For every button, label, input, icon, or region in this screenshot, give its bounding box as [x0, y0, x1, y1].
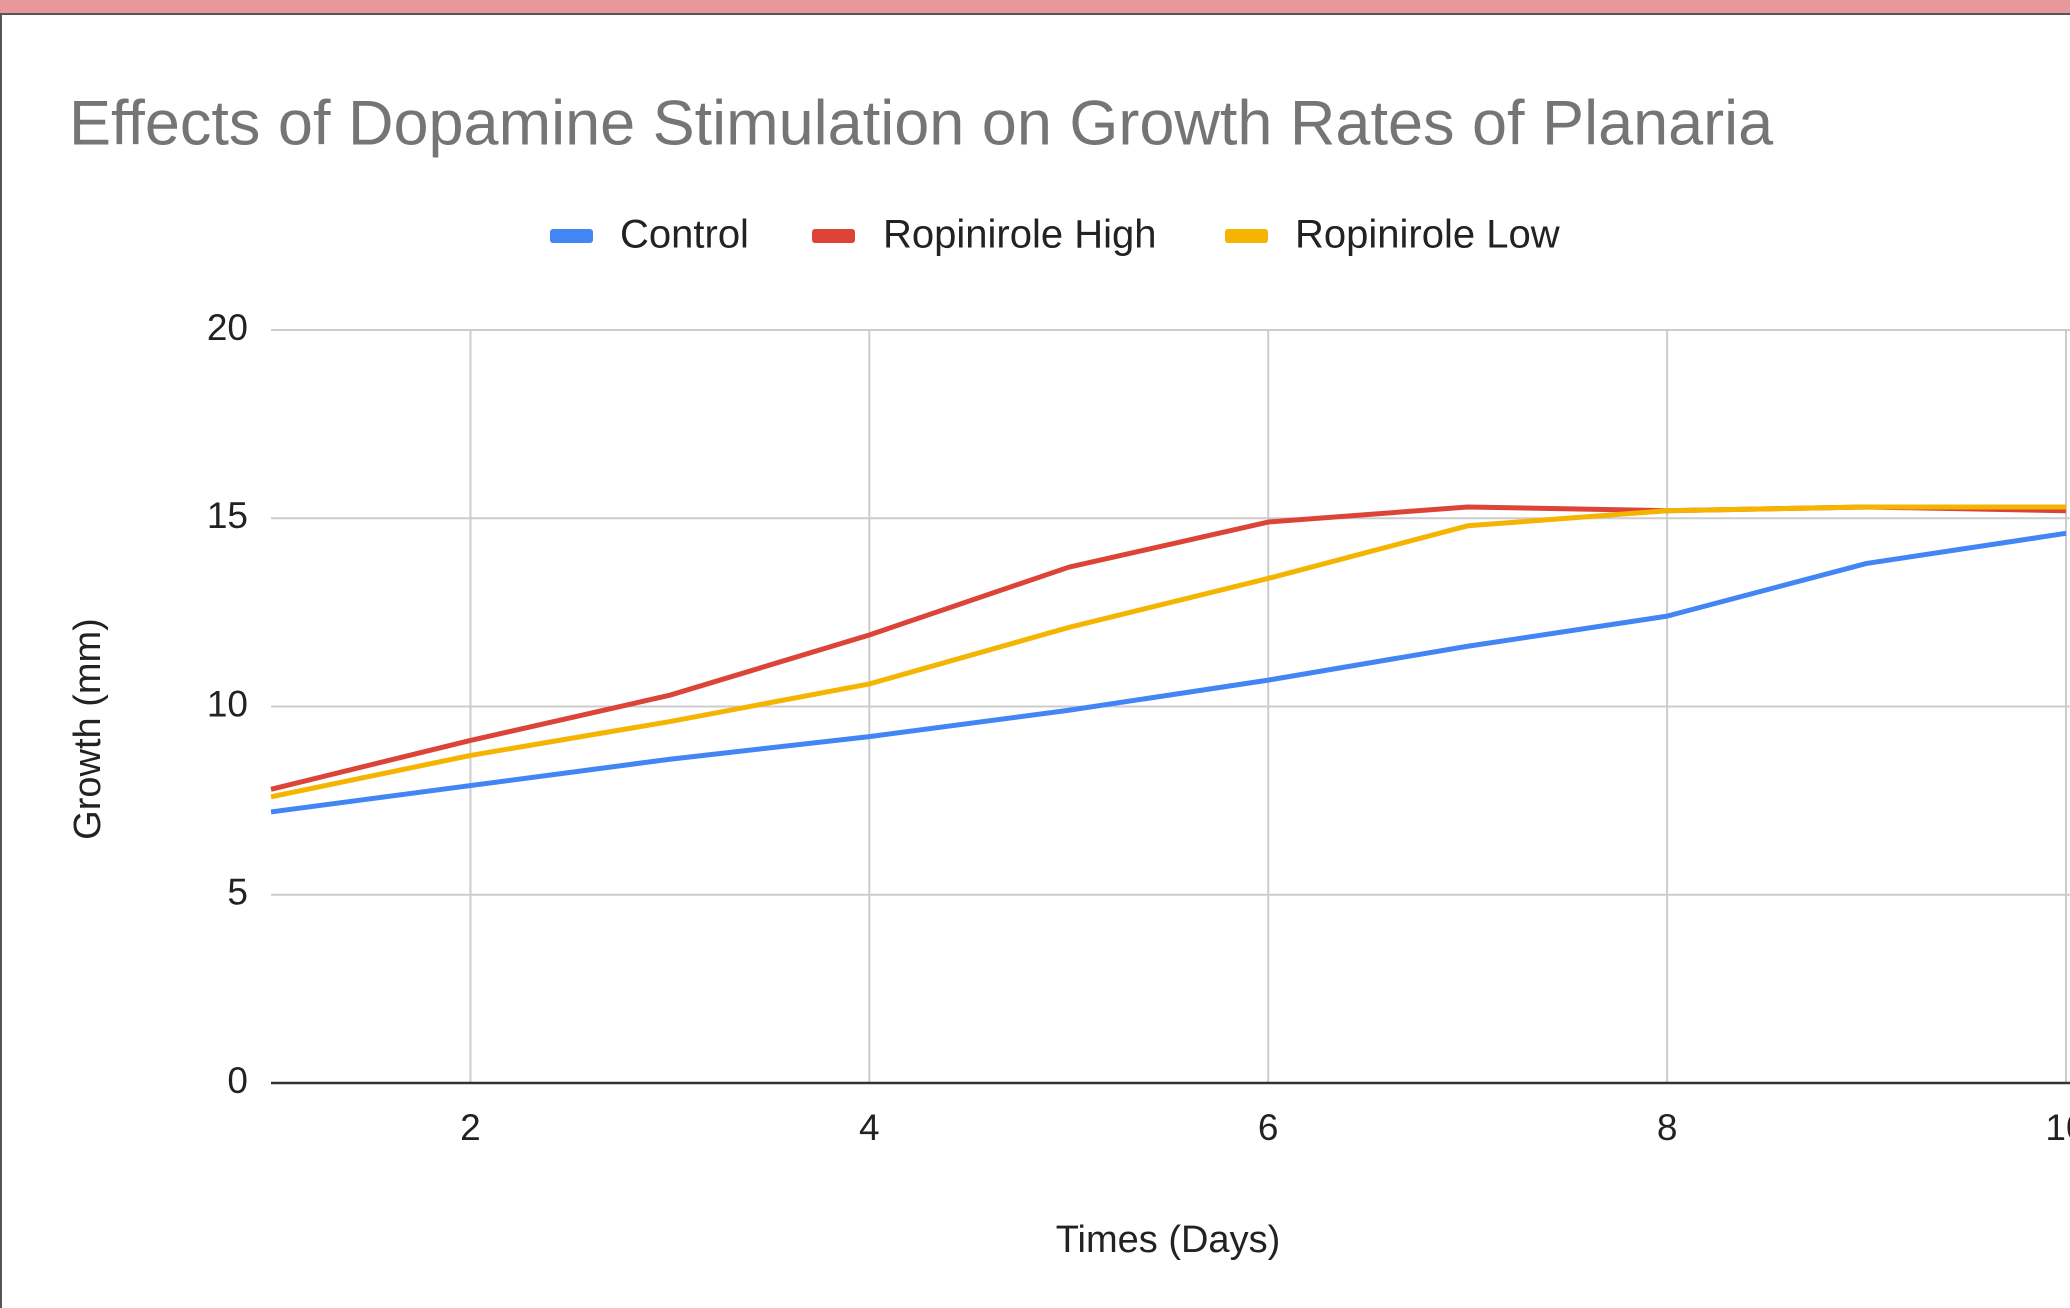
legend-swatch	[1225, 229, 1268, 243]
x-tick-label: 2	[460, 1107, 481, 1148]
series-line	[270, 530, 2067, 815]
x-axis-title: Times (Days)	[1056, 1219, 1280, 1261]
y-tick-label: 5	[227, 872, 248, 913]
x-tick-label: 6	[1258, 1107, 1279, 1148]
legend-label: Ropinirole High	[883, 213, 1156, 257]
series-line	[270, 504, 2067, 792]
legend-label: Ropinirole Low	[1295, 213, 1560, 257]
y-tick-label: 10	[207, 683, 248, 724]
legend-swatch	[550, 229, 593, 243]
legend-label: Control	[620, 213, 749, 257]
y-axis-title: Growth (mm)	[67, 618, 109, 840]
series-line	[270, 504, 2066, 800]
legend-swatch	[812, 229, 855, 243]
y-tick-label: 0	[227, 1060, 248, 1101]
x-tick-label: 4	[859, 1107, 880, 1148]
y-tick-label: 20	[207, 307, 248, 348]
top-bar	[0, 0, 2070, 14]
x-tick-label: 10	[2045, 1107, 2070, 1148]
x-tick-label: 8	[1657, 1107, 1678, 1148]
chart-title: Effects of Dopamine Stimulation on Growt…	[69, 89, 1774, 159]
y-tick-label: 15	[207, 495, 248, 536]
